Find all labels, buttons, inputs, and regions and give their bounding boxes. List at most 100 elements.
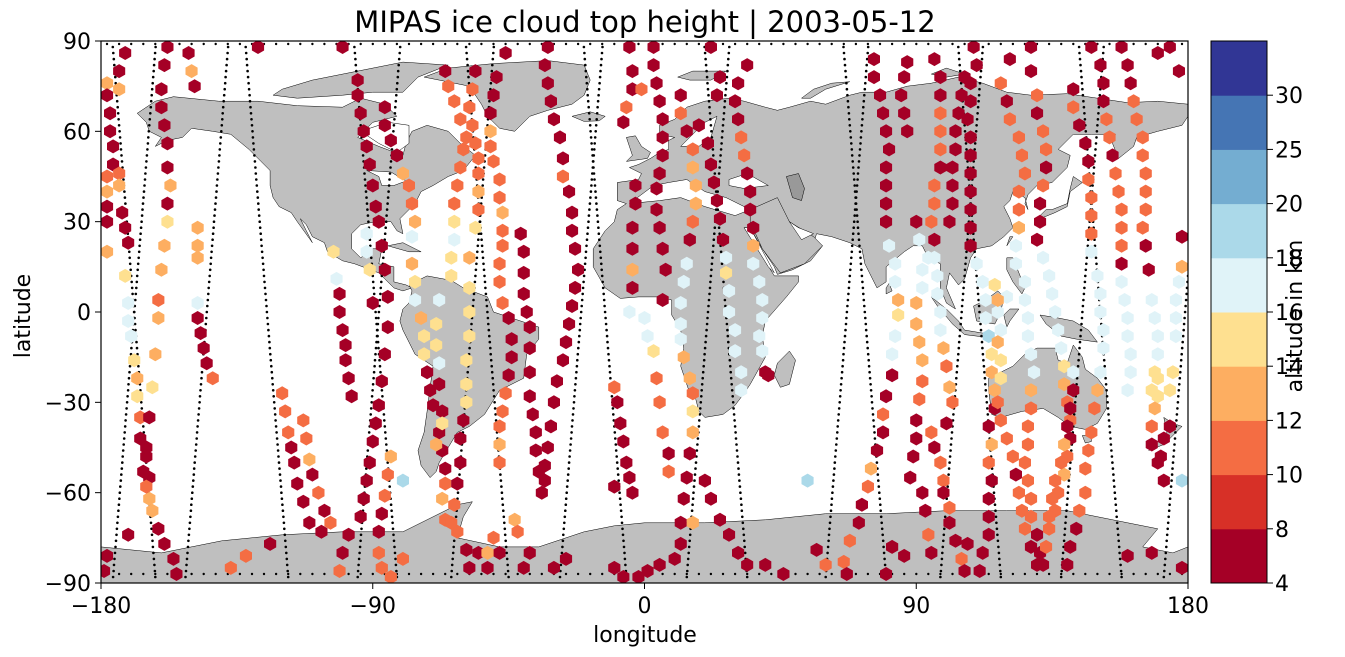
cloud-marker — [1067, 365, 1080, 380]
track-point — [696, 443, 699, 446]
track-point — [1168, 497, 1172, 501]
track-point — [883, 563, 887, 567]
cloud-marker — [964, 130, 977, 145]
track-point — [1082, 99, 1085, 103]
track-point — [590, 184, 593, 187]
track-point — [720, 136, 724, 139]
track-point — [121, 455, 124, 458]
track-point — [357, 557, 361, 561]
track-point — [470, 322, 473, 326]
track-point — [612, 413, 615, 416]
track-point — [226, 51, 229, 55]
track-point — [836, 425, 839, 428]
track-point — [562, 533, 565, 537]
track-point — [702, 364, 705, 368]
track-point — [731, 401, 735, 404]
track-point — [830, 42, 833, 46]
track-point — [729, 376, 733, 380]
cloud-marker — [1127, 94, 1140, 109]
track-point — [386, 202, 389, 205]
track-point — [507, 575, 510, 579]
track-point — [112, 569, 115, 573]
track-point — [1097, 105, 1101, 109]
track-point — [842, 346, 846, 350]
track-point — [742, 533, 746, 537]
track-point — [982, 358, 985, 362]
track-point — [949, 443, 953, 446]
cloud-marker — [895, 88, 908, 103]
colorbar-tick-label: 25 — [1275, 138, 1303, 163]
track-point — [845, 87, 849, 91]
cloud-marker — [611, 395, 624, 410]
track-point — [374, 352, 377, 356]
cloud-marker — [1097, 323, 1110, 338]
track-point — [978, 310, 981, 314]
track-point — [963, 42, 966, 46]
track-point — [281, 503, 284, 507]
cloud-marker — [523, 341, 536, 356]
cloud-marker — [916, 262, 929, 277]
cloud-marker — [1121, 383, 1134, 398]
track-point — [139, 226, 143, 229]
track-point — [964, 142, 968, 145]
cloud-marker — [538, 58, 551, 73]
cloud-marker — [460, 377, 473, 392]
track-point — [491, 63, 494, 67]
track-point — [1076, 364, 1080, 368]
cloud-marker — [617, 115, 630, 130]
cloud-marker — [1085, 208, 1098, 223]
track-point — [830, 503, 833, 507]
cloud-marker — [200, 356, 213, 371]
cloud-marker — [934, 323, 947, 338]
track-point — [366, 449, 370, 452]
track-point — [1110, 455, 1114, 458]
track-point — [839, 389, 842, 392]
track-point — [1190, 232, 1193, 235]
track-point — [838, 395, 842, 398]
track-point — [597, 87, 601, 91]
cloud-marker — [487, 88, 500, 103]
track-point — [963, 130, 967, 133]
track-point — [251, 136, 255, 139]
track-point — [151, 545, 155, 549]
track-point — [1193, 202, 1196, 205]
track-point — [958, 69, 962, 73]
track-point — [365, 196, 368, 199]
track-point — [609, 376, 612, 380]
track-point — [589, 196, 592, 199]
track-point — [392, 539, 396, 543]
track-point — [979, 75, 982, 79]
cloud-marker — [747, 256, 760, 271]
track-point — [736, 455, 739, 458]
track-point — [277, 455, 280, 458]
track-point — [117, 572, 121, 576]
track-point — [878, 491, 881, 495]
track-point — [965, 148, 968, 151]
track-point — [712, 244, 715, 248]
track-point — [941, 551, 944, 555]
cloud-marker — [1018, 166, 1031, 181]
track-point — [1164, 551, 1168, 555]
track-point — [607, 358, 611, 362]
track-point — [866, 51, 869, 55]
cloud-marker — [934, 88, 947, 103]
track-point — [379, 370, 382, 374]
track-point — [977, 298, 980, 302]
track-point — [794, 572, 797, 576]
land-great-britain — [625, 135, 651, 162]
track-point — [219, 142, 222, 145]
cloud-marker — [1115, 238, 1128, 253]
track-point — [848, 118, 851, 121]
track-point — [673, 572, 676, 576]
track-point — [1061, 551, 1065, 555]
cloud-marker — [949, 124, 962, 139]
cloud-marker — [729, 94, 742, 109]
cloud-marker — [1094, 286, 1107, 301]
track-point — [852, 172, 855, 175]
track-point — [365, 202, 369, 205]
track-point — [857, 232, 860, 235]
track-point — [850, 154, 854, 157]
track-point — [806, 42, 809, 46]
cloud-marker — [994, 353, 1007, 368]
